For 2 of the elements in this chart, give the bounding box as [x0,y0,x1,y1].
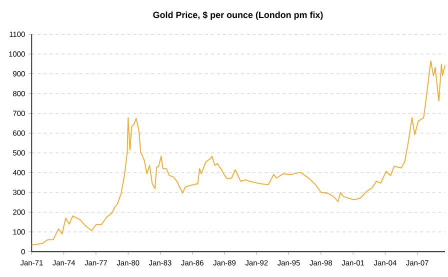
line-series [31,60,446,246]
chart-title: Gold Price, $ per ounce (London pm fix) [153,11,323,20]
